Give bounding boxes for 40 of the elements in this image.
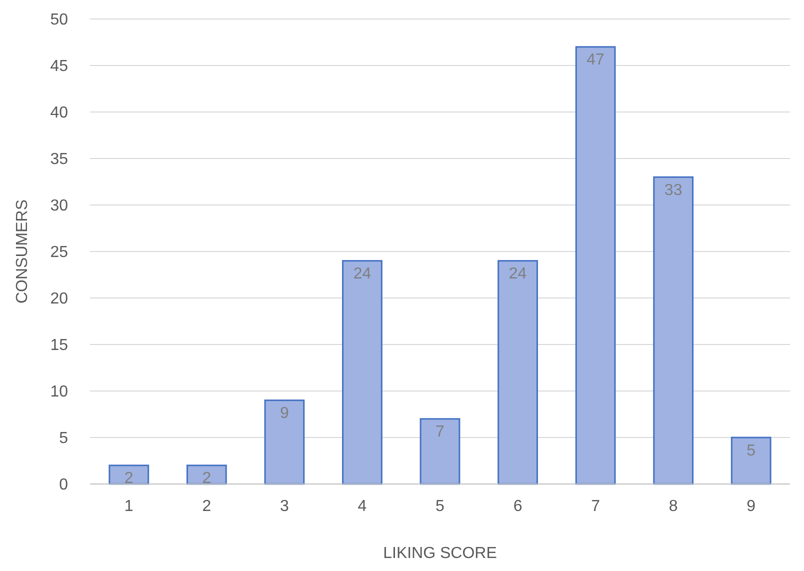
bar — [730, 436, 772, 485]
y-tick-label: 15 — [50, 337, 68, 354]
y-tick-label: 50 — [50, 12, 68, 29]
x-tick-label: 5 — [436, 498, 445, 515]
y-tick-label: 45 — [50, 58, 68, 76]
x-tick-label: 3 — [280, 498, 289, 515]
bar — [498, 260, 538, 485]
y-tick-label: 10 — [50, 384, 68, 401]
data-label: 7 — [436, 424, 445, 441]
bar — [653, 176, 694, 485]
bar — [108, 464, 150, 485]
x-tick-label: 8 — [668, 498, 678, 515]
x-tick-label: 2 — [202, 498, 212, 515]
data-label: 9 — [280, 405, 289, 422]
bar — [342, 260, 382, 485]
y-tick-label: 20 — [50, 290, 68, 308]
data-label: 24 — [353, 266, 372, 283]
y-tick-label: 5 — [59, 430, 68, 448]
y-tick-label: 0 — [59, 476, 68, 494]
x-tick-label: 4 — [358, 498, 367, 515]
data-label: 47 — [586, 52, 605, 69]
bar — [420, 418, 460, 485]
x-tick-label: 6 — [513, 498, 522, 515]
y-tick-label: 25 — [50, 244, 68, 262]
data-label: 2 — [124, 470, 134, 488]
y-axis-title: CONSUMERS — [14, 199, 31, 304]
x-axis-title: LIKING SCORE — [383, 545, 497, 562]
x-tick-label: 7 — [591, 498, 600, 515]
data-label: 24 — [508, 266, 527, 283]
data-label: 5 — [746, 442, 756, 460]
y-tick-label: 40 — [50, 104, 68, 122]
bar — [575, 46, 616, 485]
bar — [186, 464, 227, 485]
bar — [264, 400, 305, 485]
x-tick-label: 1 — [124, 498, 134, 515]
y-tick-label: 35 — [50, 151, 68, 168]
x-tick-label: 9 — [746, 498, 756, 515]
data-label: 33 — [664, 182, 682, 199]
data-label: 2 — [202, 470, 212, 488]
y-tick-label: 30 — [50, 198, 68, 215]
